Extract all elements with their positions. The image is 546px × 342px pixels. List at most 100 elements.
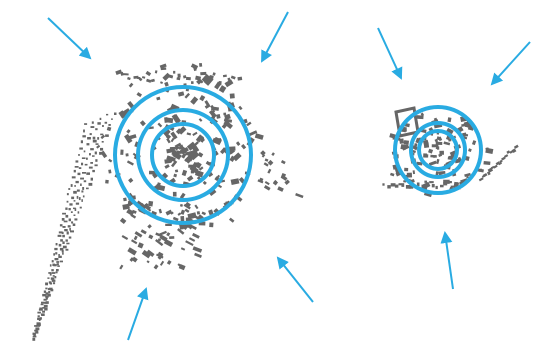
- building-footprint-icon: [146, 260, 150, 264]
- building-footprint-icon: [71, 176, 76, 179]
- building-footprint-icon: [126, 208, 135, 216]
- building-footprint-icon: [86, 172, 90, 175]
- building-footprint-icon: [208, 209, 214, 216]
- building-footprint-icon: [45, 287, 48, 290]
- building-footprint-icon: [460, 178, 469, 185]
- building-footprint-icon: [196, 211, 201, 215]
- building-footprint-icon: [137, 242, 144, 249]
- building-footprint-icon: [188, 237, 196, 242]
- building-footprint-icon: [166, 232, 171, 237]
- building-footprint-icon: [185, 240, 194, 246]
- building-footprint-icon: [184, 92, 191, 99]
- building-footprint-icon: [43, 304, 48, 308]
- building-footprint-icon: [92, 139, 97, 143]
- building-footprint-icon: [228, 148, 236, 155]
- building-footprint-icon: [223, 118, 233, 123]
- building-footprint-icon: [153, 264, 159, 270]
- building-footprint-icon: [295, 193, 304, 199]
- building-footprint-icon: [54, 276, 57, 279]
- building-footprint-icon: [133, 235, 138, 241]
- building-footprint-icon: [166, 137, 171, 144]
- building-footprint-icon: [399, 138, 405, 144]
- building-footprint-icon: [89, 153, 91, 156]
- building-footprint-icon: [68, 218, 71, 222]
- building-footprint-icon: [165, 223, 172, 226]
- building-footprint-icon: [56, 261, 60, 263]
- building-footprint-icon: [495, 161, 501, 166]
- building-footprint-icon: [443, 141, 451, 146]
- building-footprint-icon: [151, 210, 157, 216]
- building-footprint-icon: [486, 171, 491, 176]
- building-footprint-icon: [229, 93, 235, 99]
- building-footprint-icon: [48, 290, 51, 294]
- building-footprint-icon: [387, 185, 391, 189]
- building-footprint-icon: [136, 200, 144, 207]
- building-footprint-icon: [75, 202, 80, 205]
- building-footprint-icon: [51, 272, 56, 274]
- building-footprint-icon: [191, 232, 200, 239]
- building-footprint-icon: [101, 141, 104, 143]
- building-footprint-icon: [66, 242, 70, 245]
- building-footprint-icon: [90, 148, 94, 151]
- building-footprint-icon: [503, 154, 509, 158]
- building-footprint-icon: [438, 153, 443, 157]
- building-footprint-icon: [128, 177, 134, 183]
- building-footprint-icon: [107, 128, 110, 131]
- building-footprint-icon: [94, 151, 97, 155]
- building-footprint-icon: [106, 113, 109, 116]
- building-footprint-icon: [61, 218, 65, 221]
- building-footprint-icon: [165, 134, 172, 140]
- building-footprint-icon: [172, 191, 177, 197]
- building-footprint-icon: [435, 185, 438, 190]
- building-footprint-icon: [65, 214, 69, 218]
- building-footprint-icon: [174, 145, 180, 151]
- building-footprint-icon: [155, 239, 164, 247]
- building-footprint-icon: [44, 307, 48, 311]
- building-footprint-icon: [157, 238, 162, 242]
- building-footprint-icon: [166, 260, 172, 265]
- building-footprint-icon: [58, 254, 60, 256]
- building-footprint-icon: [44, 302, 47, 304]
- building-footprint-icon: [73, 200, 76, 202]
- building-footprint-icon: [100, 147, 104, 151]
- building-footprint-icon: [82, 195, 85, 198]
- building-footprint-icon: [40, 313, 43, 316]
- building-footprint-icon: [95, 128, 98, 131]
- building-footprint-icon: [62, 252, 64, 255]
- building-footprint-icon: [416, 161, 423, 166]
- building-footprint-icon: [51, 260, 54, 263]
- building-footprint-icon: [69, 228, 71, 231]
- building-footprint-icon: [178, 149, 184, 155]
- building-footprint-icon: [35, 331, 39, 334]
- building-footprint-icon: [209, 222, 214, 228]
- building-footprint-icon: [119, 217, 127, 225]
- building-footprint-icon: [79, 147, 83, 150]
- building-footprint-icon: [204, 103, 211, 109]
- building-footprint-icon: [438, 136, 443, 142]
- building-footprint-icon: [52, 282, 56, 285]
- building-footprint-icon: [423, 142, 430, 148]
- building-footprint-icon: [447, 117, 452, 123]
- building-footprint-icon: [164, 158, 171, 164]
- building-footprint-icon: [58, 255, 62, 258]
- building-footprint-icon: [81, 162, 84, 166]
- building-footprint-icon: [77, 172, 81, 176]
- building-footprint-icon: [86, 143, 90, 146]
- building-footprint-icon: [127, 76, 131, 81]
- building-footprint-icon: [48, 272, 52, 274]
- building-footprint-icon: [264, 158, 269, 162]
- building-footprint-icon: [171, 114, 180, 124]
- building-footprint-icon: [183, 203, 191, 210]
- building-footprint-icon: [212, 72, 216, 76]
- building-footprint-icon: [126, 160, 134, 166]
- building-footprint-icon: [50, 277, 55, 280]
- building-footprint-icon: [238, 105, 243, 111]
- building-footprint-icon: [131, 256, 138, 263]
- small-settlement-ring-middle: [409, 121, 467, 179]
- building-footprint-icon: [62, 234, 65, 238]
- building-footprint-icon: [209, 74, 214, 79]
- building-footprint-icon: [446, 127, 454, 135]
- large-settlement-buildings: [32, 62, 304, 341]
- building-footprint-icon: [61, 250, 64, 253]
- building-footprint-icon: [58, 231, 63, 234]
